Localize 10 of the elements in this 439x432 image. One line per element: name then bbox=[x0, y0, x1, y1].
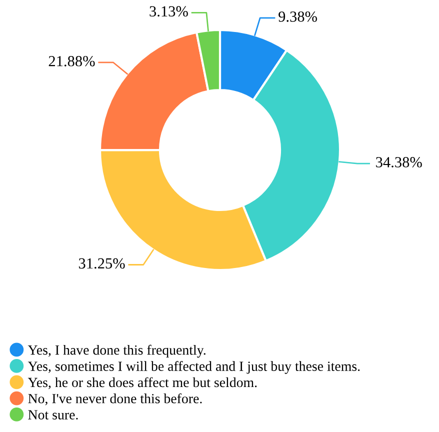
legend-label: Yes, I have done this frequently. bbox=[28, 344, 206, 358]
legend-label: Yes, sometimes I will be affected and I just buy these items. bbox=[28, 361, 360, 374]
data-label: 3.13% bbox=[150, 6, 188, 17]
legend-label: Yes, he or she does affect me but seldom. bbox=[28, 377, 257, 390]
data-label: 31.25% bbox=[78, 258, 125, 269]
data-label: 21.88% bbox=[48, 56, 95, 66]
legend-label: Not sure. bbox=[28, 410, 78, 420]
data-label: 9.38% bbox=[278, 11, 318, 22]
legend-label: No, I've never done this before. bbox=[28, 393, 202, 406]
data-label: 34.38% bbox=[376, 157, 422, 168]
